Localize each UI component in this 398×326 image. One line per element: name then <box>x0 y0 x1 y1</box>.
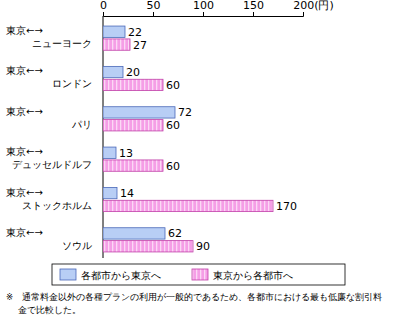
bars <box>103 26 273 252</box>
y-tick-label: 東京←→ ニューヨーク <box>6 25 92 49</box>
y-tick-label-line: 東京←→ <box>6 227 43 238</box>
data-label: 13 <box>119 147 133 160</box>
x-tick-mark <box>253 12 254 16</box>
footnote-line: 金で比較した。 <box>18 305 81 315</box>
legend-swatch <box>192 269 208 280</box>
x-tick-mark <box>203 12 204 16</box>
y-axis: 東京←→ニューヨーク東京←→ロンドン東京←→パリ東京←→デュッセルドルフ東京←→… <box>6 25 92 251</box>
x-tick-mark <box>303 12 304 16</box>
bar <box>103 147 116 158</box>
chart: 050100150200(円)東京←→ニューヨーク東京←→ロンドン東京←→パリ東… <box>0 0 398 326</box>
x-tick-label: 100 <box>193 0 214 12</box>
x-tick-label: 150 <box>243 0 264 12</box>
y-tick-label-line: 東京←→ <box>6 187 43 198</box>
bar <box>103 200 273 211</box>
x-tick: 0 <box>100 0 107 16</box>
x-tick-label: 50 <box>147 0 161 12</box>
bar <box>103 79 163 90</box>
data-label: 62 <box>168 227 182 240</box>
bar <box>103 187 117 198</box>
data-label: 20 <box>126 66 140 79</box>
y-tick-label-line: ソウル <box>62 240 92 251</box>
y-axis-line <box>103 16 104 258</box>
y-tick-label-line: パリ <box>71 119 92 130</box>
y-tick-label-line: ロンドン <box>52 78 92 89</box>
data-label: 60 <box>166 160 180 173</box>
bar <box>103 228 165 239</box>
bar <box>103 39 130 50</box>
data-label: 90 <box>196 240 210 253</box>
y-tick-label-line: 東京←→ <box>6 25 43 36</box>
y-tick-label: 東京←→ ソウル <box>6 227 92 251</box>
data-label: 27 <box>133 39 147 52</box>
bar <box>103 66 123 77</box>
x-axis-line <box>104 12 304 17</box>
x-tick: 150 <box>243 0 264 16</box>
y-tick-label-line: 東京←→ <box>6 106 43 117</box>
legend-swatch <box>60 269 76 280</box>
bar <box>103 107 175 118</box>
legend-label: 各都市から東京へ <box>81 270 161 281</box>
x-tick-mark <box>153 12 154 16</box>
y-tick-label: 東京←→ ロンドン <box>6 65 92 89</box>
data-label: 72 <box>178 106 192 119</box>
y-tick-label: 東京←→ デュッセルドルフ <box>6 146 92 170</box>
data-labels: 22 20 72 13 14 62 27 60 60 60 170 90 <box>119 26 297 254</box>
bar <box>103 241 193 252</box>
y-tick-label-line: 東京←→ <box>6 146 43 157</box>
y-tick-label-line: ストックホルム <box>22 200 92 211</box>
x-tick-mark <box>103 12 104 16</box>
x-tick: 200(円) <box>293 0 334 16</box>
bar <box>103 120 163 131</box>
y-tick-label: 東京←→ ストックホルム <box>6 187 92 211</box>
footnote: ※ 通常料金以外の各種プランの利用が一般的であるため、各都市における最も低廉な割… <box>6 292 382 315</box>
legend-box <box>52 264 345 285</box>
legend: 各都市から東京へ 東京から各都市へ <box>52 264 345 285</box>
legend-label: 東京から各都市へ <box>213 270 293 281</box>
x-tick-label: 200(円) <box>293 0 334 12</box>
data-label: 60 <box>166 119 180 132</box>
y-tick-label-line: ニューヨーク <box>32 38 92 49</box>
bar <box>103 160 163 171</box>
y-tick-label: 東京←→ パリ <box>6 106 92 130</box>
x-tick: 50 <box>147 0 161 16</box>
x-tick: 100 <box>193 0 214 16</box>
y-tick-label-line: 東京←→ <box>6 65 43 76</box>
bar <box>103 26 125 37</box>
x-axis: 0 50 100 150 200(円) <box>100 0 334 17</box>
data-label: 170 <box>276 200 297 213</box>
data-label: 60 <box>166 79 180 92</box>
footnote-line: ※ 通常料金以外の各種プランの利用が一般的であるため、各都市における最も低廉な割… <box>6 292 382 302</box>
y-tick-label-line: デュッセルドルフ <box>12 159 92 170</box>
data-label: 14 <box>120 187 134 200</box>
data-label: 22 <box>128 26 142 39</box>
x-tick-label: 0 <box>100 0 107 12</box>
